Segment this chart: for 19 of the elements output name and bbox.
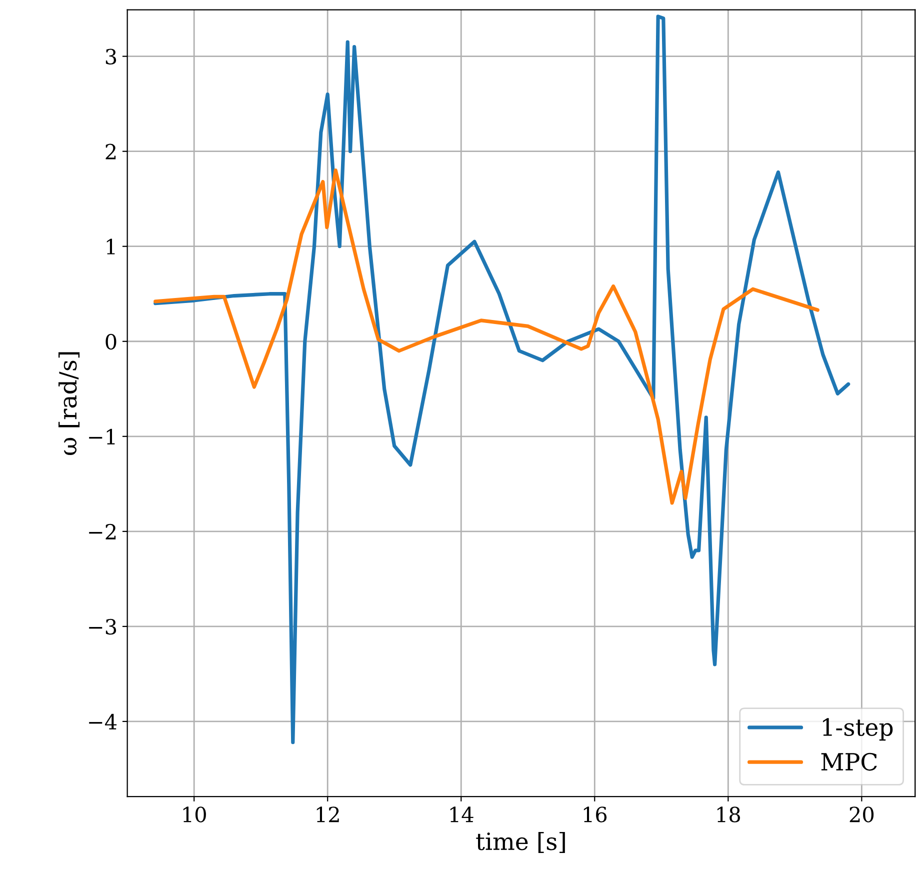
x-tick-label: 18: [717, 806, 740, 822]
y-tick-label: −3: [89, 618, 116, 635]
legend-label: MPC: [821, 752, 877, 771]
y-axis-title: ω [rad/s]: [58, 352, 80, 455]
x-tick-label: 12: [316, 806, 339, 822]
x-tick-label: 16: [584, 806, 607, 822]
y-tick-label: 3: [106, 48, 116, 65]
line-series: [154, 168, 820, 505]
y-tick-label: −2: [89, 524, 116, 540]
y-tick-label: 2: [106, 144, 116, 160]
y-tick-label: 0: [106, 334, 116, 350]
y-tick-label: −4: [89, 714, 117, 730]
legend-label: 1-step: [823, 718, 893, 741]
x-axis-title: time [s]: [476, 832, 565, 854]
x-tick-label: 10: [183, 806, 206, 822]
y-tick-label: 1: [106, 238, 115, 254]
y-tick-label: −1: [89, 428, 115, 444]
x-tick-label: 20: [850, 806, 874, 822]
x-tick-label: 14: [450, 806, 474, 822]
